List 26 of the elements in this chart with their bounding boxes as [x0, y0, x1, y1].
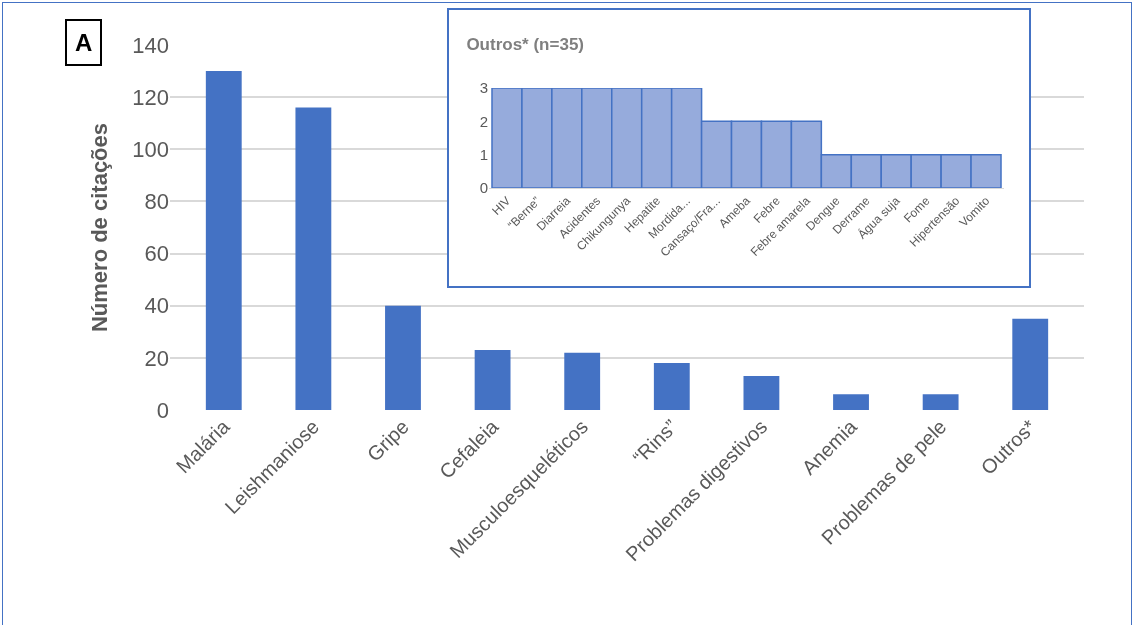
bar — [385, 305, 421, 410]
y-tick-label: 1 — [479, 145, 488, 163]
y-tick-label: 40 — [144, 293, 169, 319]
y-tick-label: 140 — [132, 32, 169, 58]
x-tick-label: HIV — [489, 193, 514, 218]
chart-title: Outros* (n=35) — [466, 34, 585, 54]
y-tick-label: 60 — [144, 241, 169, 267]
y-tick-label: 80 — [144, 189, 169, 215]
y-tick-label: 120 — [132, 84, 169, 110]
bar — [922, 394, 959, 410]
bar — [564, 352, 601, 410]
y-tick-label: 100 — [132, 136, 169, 162]
bar — [743, 376, 780, 410]
y-axis-title: Número de citações — [87, 122, 113, 333]
y-tick-label: 3 — [479, 79, 488, 97]
bar — [474, 350, 511, 410]
y-tick-label: 0 — [479, 179, 488, 197]
bar — [653, 363, 690, 410]
bar — [295, 107, 332, 410]
y-tick-label: 2 — [479, 112, 488, 130]
text: A — [75, 29, 93, 56]
bar — [1012, 318, 1049, 410]
bar — [833, 394, 869, 410]
bar — [205, 71, 242, 410]
y-tick-label: 0 — [156, 397, 169, 423]
y-tick-label: 20 — [144, 345, 169, 371]
